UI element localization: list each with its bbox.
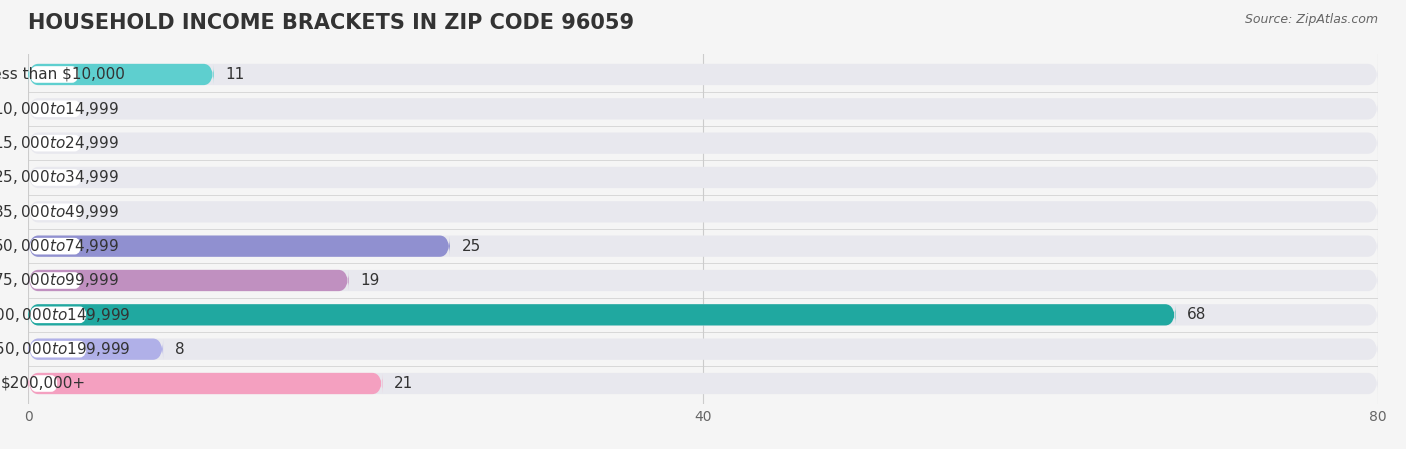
FancyBboxPatch shape (30, 341, 87, 357)
Text: $10,000 to $14,999: $10,000 to $14,999 (0, 100, 118, 118)
FancyBboxPatch shape (28, 373, 1378, 394)
Text: 19: 19 (360, 273, 380, 288)
FancyBboxPatch shape (30, 203, 82, 220)
Text: $100,000 to $149,999: $100,000 to $149,999 (0, 306, 131, 324)
FancyBboxPatch shape (30, 101, 82, 117)
FancyBboxPatch shape (30, 307, 87, 323)
FancyBboxPatch shape (28, 236, 1378, 257)
Text: $15,000 to $24,999: $15,000 to $24,999 (0, 134, 118, 152)
FancyBboxPatch shape (30, 135, 82, 151)
FancyBboxPatch shape (28, 339, 1378, 360)
Text: $75,000 to $99,999: $75,000 to $99,999 (0, 272, 118, 290)
FancyBboxPatch shape (30, 169, 82, 186)
Text: $50,000 to $74,999: $50,000 to $74,999 (0, 237, 118, 255)
FancyBboxPatch shape (28, 270, 1378, 291)
Text: $35,000 to $49,999: $35,000 to $49,999 (0, 203, 118, 221)
Text: Less than $10,000: Less than $10,000 (0, 67, 125, 82)
FancyBboxPatch shape (28, 304, 1378, 326)
Text: 25: 25 (461, 239, 481, 254)
Text: $150,000 to $199,999: $150,000 to $199,999 (0, 340, 131, 358)
Text: HOUSEHOLD INCOME BRACKETS IN ZIP CODE 96059: HOUSEHOLD INCOME BRACKETS IN ZIP CODE 96… (28, 13, 634, 34)
FancyBboxPatch shape (28, 167, 1378, 188)
FancyBboxPatch shape (28, 132, 1378, 154)
FancyBboxPatch shape (28, 98, 1378, 119)
Text: 21: 21 (394, 376, 413, 391)
FancyBboxPatch shape (28, 373, 382, 394)
FancyBboxPatch shape (28, 304, 1175, 326)
FancyBboxPatch shape (30, 66, 79, 83)
FancyBboxPatch shape (30, 272, 82, 289)
FancyBboxPatch shape (28, 64, 214, 85)
FancyBboxPatch shape (30, 375, 58, 392)
FancyBboxPatch shape (28, 64, 1378, 85)
Text: 11: 11 (225, 67, 245, 82)
FancyBboxPatch shape (30, 238, 82, 255)
Text: $200,000+: $200,000+ (1, 376, 86, 391)
Text: Source: ZipAtlas.com: Source: ZipAtlas.com (1244, 13, 1378, 26)
Text: $25,000 to $34,999: $25,000 to $34,999 (0, 168, 118, 186)
Text: 8: 8 (174, 342, 184, 357)
FancyBboxPatch shape (28, 270, 349, 291)
FancyBboxPatch shape (28, 236, 450, 257)
FancyBboxPatch shape (28, 339, 163, 360)
FancyBboxPatch shape (28, 201, 1378, 222)
Text: 68: 68 (1187, 307, 1206, 322)
